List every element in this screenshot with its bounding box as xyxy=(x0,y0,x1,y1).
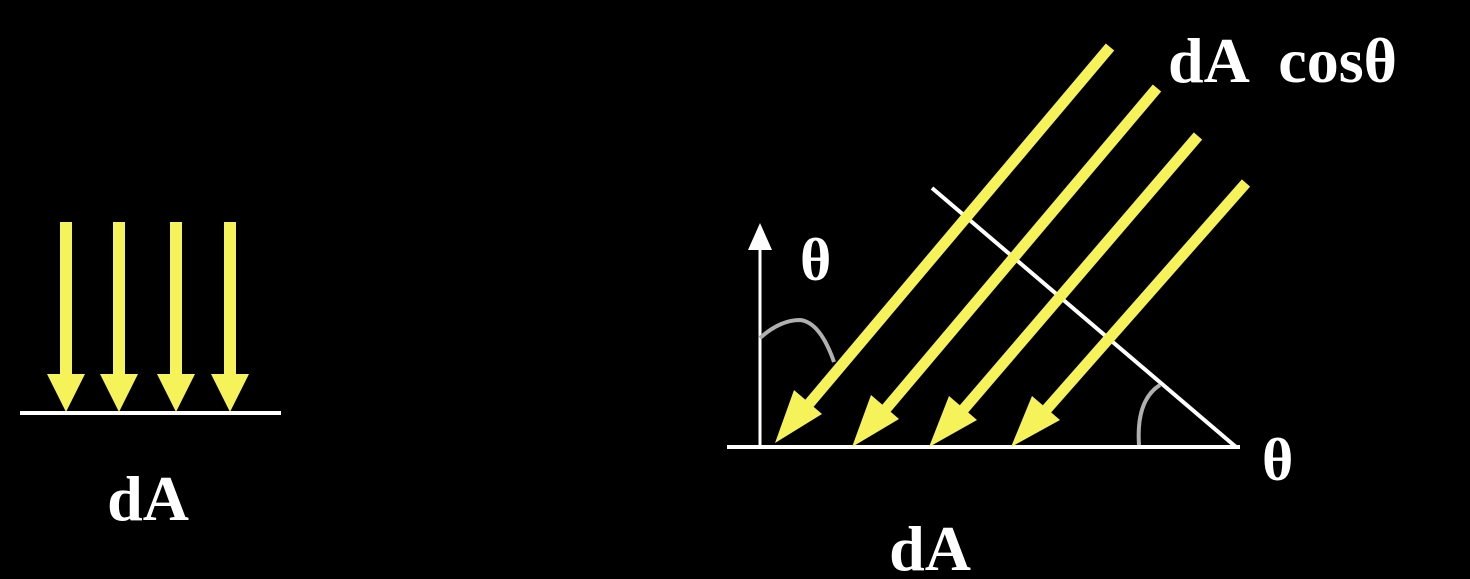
oblique-ray-2 xyxy=(852,84,1162,447)
left-ray-4 xyxy=(211,222,249,412)
normal-angle-label: θ xyxy=(800,227,831,293)
projected-area-line xyxy=(930,186,1238,449)
left-ray-2 xyxy=(100,222,138,412)
oblique-ray-4 xyxy=(1011,179,1251,447)
left-ray-1 xyxy=(47,222,85,412)
oblique-ray-1 xyxy=(775,43,1115,443)
perpendicular-incidence-panel: dA xyxy=(20,222,281,534)
corner-angle-label: θ xyxy=(1262,427,1293,493)
right-area-label: dA xyxy=(889,513,971,579)
normal-angle-arc xyxy=(758,317,836,363)
normal-arrow xyxy=(748,223,772,447)
left-area-label: dA xyxy=(107,463,189,534)
oblique-ray-3 xyxy=(929,132,1203,447)
projected-area-label: dA cosθ xyxy=(1168,25,1397,96)
oblique-incidence-panel: dA cosθ θ θ dA xyxy=(727,25,1397,579)
corner-angle-arc xyxy=(1136,383,1162,446)
left-ray-3 xyxy=(157,222,195,412)
